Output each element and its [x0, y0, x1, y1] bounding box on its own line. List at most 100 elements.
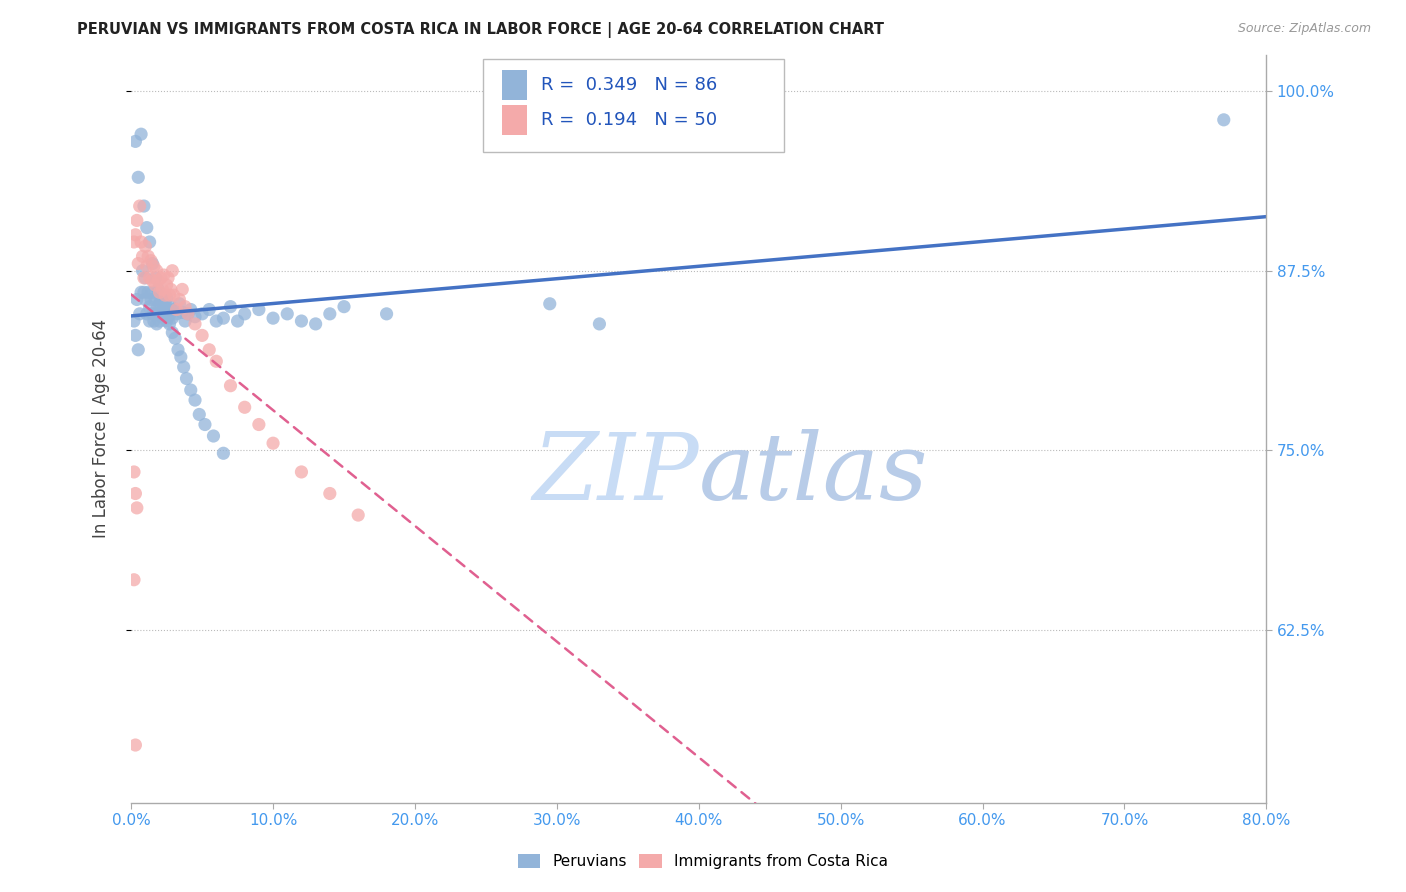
Point	[131, 264, 153, 278]
Point	[247, 417, 270, 432]
Point	[219, 378, 242, 392]
Point	[162, 311, 184, 326]
Point	[166, 302, 188, 317]
Point	[145, 317, 167, 331]
Point	[153, 302, 176, 317]
Point	[174, 300, 197, 314]
Point	[135, 260, 157, 274]
Point	[160, 300, 183, 314]
Point	[136, 285, 159, 300]
Point	[156, 311, 179, 326]
Point	[145, 302, 167, 317]
Point	[174, 314, 197, 328]
Point	[159, 317, 181, 331]
Point	[148, 297, 170, 311]
Point	[169, 293, 191, 307]
Point	[124, 738, 146, 752]
Point	[139, 293, 162, 307]
Point	[139, 253, 162, 268]
Point	[148, 314, 170, 328]
Point	[141, 274, 163, 288]
Point	[262, 436, 284, 450]
Point	[149, 271, 172, 285]
Point	[146, 274, 169, 288]
Point	[163, 288, 186, 302]
Y-axis label: In Labor Force | Age 20-64: In Labor Force | Age 20-64	[93, 319, 110, 539]
Point	[588, 317, 610, 331]
Point	[148, 285, 170, 300]
FancyBboxPatch shape	[502, 70, 527, 100]
Point	[156, 314, 179, 328]
Point	[132, 199, 155, 213]
Point	[233, 307, 256, 321]
Point	[226, 314, 249, 328]
Point	[132, 285, 155, 300]
FancyBboxPatch shape	[484, 59, 785, 153]
Point	[184, 310, 207, 324]
Point	[156, 291, 179, 305]
Text: ZIP: ZIP	[531, 429, 699, 518]
Point	[162, 326, 184, 340]
Point	[184, 317, 207, 331]
Point	[375, 307, 398, 321]
Point	[180, 302, 202, 317]
Point	[162, 264, 184, 278]
Point	[142, 314, 165, 328]
Point	[167, 343, 190, 357]
Point	[135, 220, 157, 235]
Point	[191, 328, 214, 343]
Point	[146, 307, 169, 321]
Point	[212, 446, 235, 460]
Point	[124, 134, 146, 148]
Point	[166, 307, 188, 321]
Point	[125, 213, 148, 227]
Text: R =  0.349   N = 86: R = 0.349 N = 86	[541, 76, 717, 94]
Point	[142, 260, 165, 274]
Point	[333, 300, 356, 314]
Point	[150, 293, 173, 307]
Point	[135, 307, 157, 321]
Point	[212, 311, 235, 326]
Point	[128, 307, 150, 321]
Point	[134, 239, 156, 253]
Point	[156, 278, 179, 293]
Point	[319, 307, 342, 321]
Point	[150, 310, 173, 324]
Point	[155, 288, 177, 302]
Point	[129, 235, 152, 249]
Point	[124, 486, 146, 500]
Point	[125, 500, 148, 515]
Point	[304, 317, 326, 331]
Point	[129, 285, 152, 300]
Point	[155, 297, 177, 311]
Point	[125, 293, 148, 307]
Point	[153, 268, 176, 282]
Point	[149, 293, 172, 307]
Point	[159, 288, 181, 302]
Point	[538, 297, 561, 311]
Point	[205, 354, 228, 368]
Legend: Peruvians, Immigrants from Costa Rica: Peruvians, Immigrants from Costa Rica	[512, 847, 894, 875]
Point	[143, 293, 166, 307]
Point	[177, 307, 200, 321]
Point	[124, 227, 146, 242]
Point	[170, 350, 193, 364]
Point	[141, 285, 163, 300]
Point	[122, 235, 145, 249]
Point	[172, 305, 194, 319]
Point	[128, 199, 150, 213]
Point	[157, 271, 180, 285]
Point	[194, 417, 217, 432]
Point	[129, 127, 152, 141]
Point	[233, 401, 256, 415]
Point	[262, 311, 284, 326]
Point	[157, 302, 180, 317]
Point	[136, 249, 159, 263]
Point	[153, 302, 176, 317]
Point	[138, 271, 160, 285]
Point	[150, 282, 173, 296]
Point	[165, 331, 187, 345]
Point	[138, 235, 160, 249]
Point	[177, 307, 200, 321]
Point	[205, 314, 228, 328]
